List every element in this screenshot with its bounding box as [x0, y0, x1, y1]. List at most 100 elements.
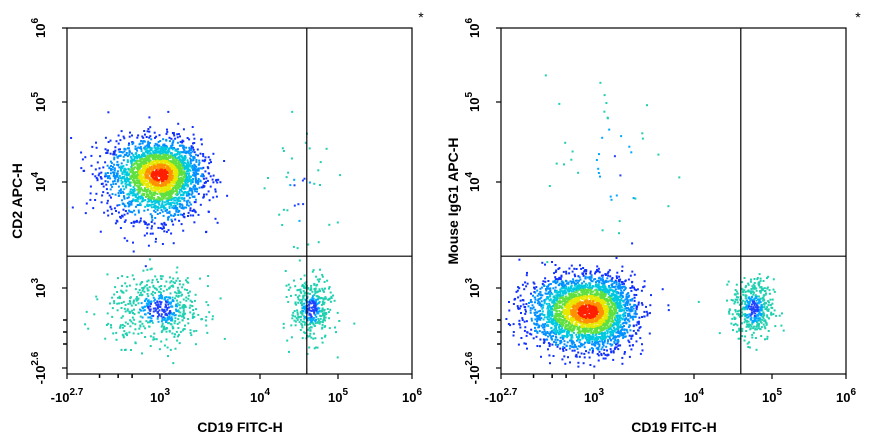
event-dot	[164, 310, 167, 313]
event-dot	[303, 320, 305, 323]
event-dot	[113, 171, 116, 174]
event-dot	[309, 321, 312, 324]
event-dot	[303, 331, 306, 334]
event-dot	[176, 136, 179, 139]
event-dot	[155, 135, 158, 138]
event-dot	[627, 307, 629, 310]
event-dot	[111, 212, 114, 215]
event-dot	[168, 190, 171, 192]
event-dot	[552, 331, 555, 334]
event-dot	[137, 209, 140, 212]
event-dot	[150, 191, 153, 194]
event-dot	[191, 305, 194, 308]
event-dot	[187, 161, 189, 164]
event-dot	[168, 178, 171, 181]
event-dot	[563, 330, 565, 333]
event-dot	[557, 268, 560, 270]
event-dot	[142, 180, 145, 182]
event-dot	[155, 308, 158, 311]
event-dot	[140, 187, 143, 190]
event-dot	[615, 299, 618, 302]
event-dot	[587, 286, 589, 289]
event-dot	[612, 337, 614, 340]
event-dot	[201, 175, 204, 178]
event-dot	[165, 151, 168, 154]
event-dot	[307, 323, 309, 326]
event-dot	[126, 183, 129, 186]
event-dot	[585, 269, 588, 272]
event-dot	[321, 326, 324, 329]
event-dot	[105, 324, 108, 326]
event-dot	[135, 182, 138, 184]
event-dot	[161, 193, 163, 196]
event-dot	[620, 289, 623, 292]
event-dot	[178, 172, 181, 175]
event-dot	[137, 174, 140, 177]
event-dot	[135, 184, 138, 187]
event-dot	[175, 175, 178, 178]
event-dot	[160, 315, 163, 318]
event-dot	[169, 348, 172, 351]
event-dot	[301, 179, 304, 182]
event-dot	[637, 329, 639, 332]
event-dot	[111, 166, 114, 168]
event-dot	[620, 334, 623, 337]
event-dot	[517, 343, 520, 346]
event-dot	[152, 154, 155, 157]
event-dot	[137, 146, 140, 149]
event-dot	[156, 206, 159, 208]
event-dot	[176, 159, 179, 162]
event-dot	[286, 209, 289, 212]
event-dot	[597, 346, 600, 349]
event-dot	[328, 286, 331, 288]
event-dot	[115, 153, 118, 156]
event-dot	[639, 337, 642, 340]
event-dot	[591, 340, 594, 343]
event-dot	[609, 334, 612, 337]
event-dot	[555, 278, 558, 281]
event-dot	[166, 165, 169, 168]
event-dot	[605, 274, 607, 276]
event-dot	[183, 161, 186, 164]
event-dot	[566, 332, 569, 335]
event-dot	[106, 164, 109, 167]
event-dot	[122, 208, 125, 211]
event-dot	[620, 306, 623, 309]
event-dot	[187, 192, 190, 195]
panel2-dots	[505, 74, 785, 368]
event-dot	[136, 157, 139, 160]
event-dot	[134, 145, 137, 148]
event-dot	[112, 332, 115, 335]
event-dot	[321, 301, 324, 303]
event-dot	[204, 170, 207, 173]
event-dot	[159, 227, 162, 229]
event-dot	[566, 336, 569, 339]
event-dot	[507, 323, 510, 325]
event-dot	[309, 329, 312, 332]
event-dot	[159, 158, 162, 161]
event-dot	[138, 185, 141, 188]
event-dot	[525, 334, 528, 337]
event-dot	[136, 179, 139, 182]
event-dot	[140, 165, 142, 168]
event-dot	[147, 205, 150, 208]
event-dot	[182, 215, 185, 218]
panel1-star-marker: *	[418, 9, 424, 25]
event-dot	[571, 280, 574, 283]
event-dot	[588, 335, 591, 338]
event-dot	[153, 196, 156, 199]
event-dot	[129, 168, 132, 171]
event-dot	[194, 181, 197, 184]
event-dot	[177, 309, 180, 312]
event-dot	[128, 200, 131, 203]
event-dot	[71, 206, 74, 209]
event-dot	[126, 171, 129, 174]
event-dot	[549, 334, 552, 337]
event-dot	[312, 337, 315, 340]
event-dot	[165, 200, 168, 203]
event-dot	[554, 276, 557, 279]
event-dot	[115, 338, 118, 341]
event-dot	[635, 305, 638, 308]
event-dot	[132, 175, 135, 178]
event-dot	[524, 312, 527, 315]
